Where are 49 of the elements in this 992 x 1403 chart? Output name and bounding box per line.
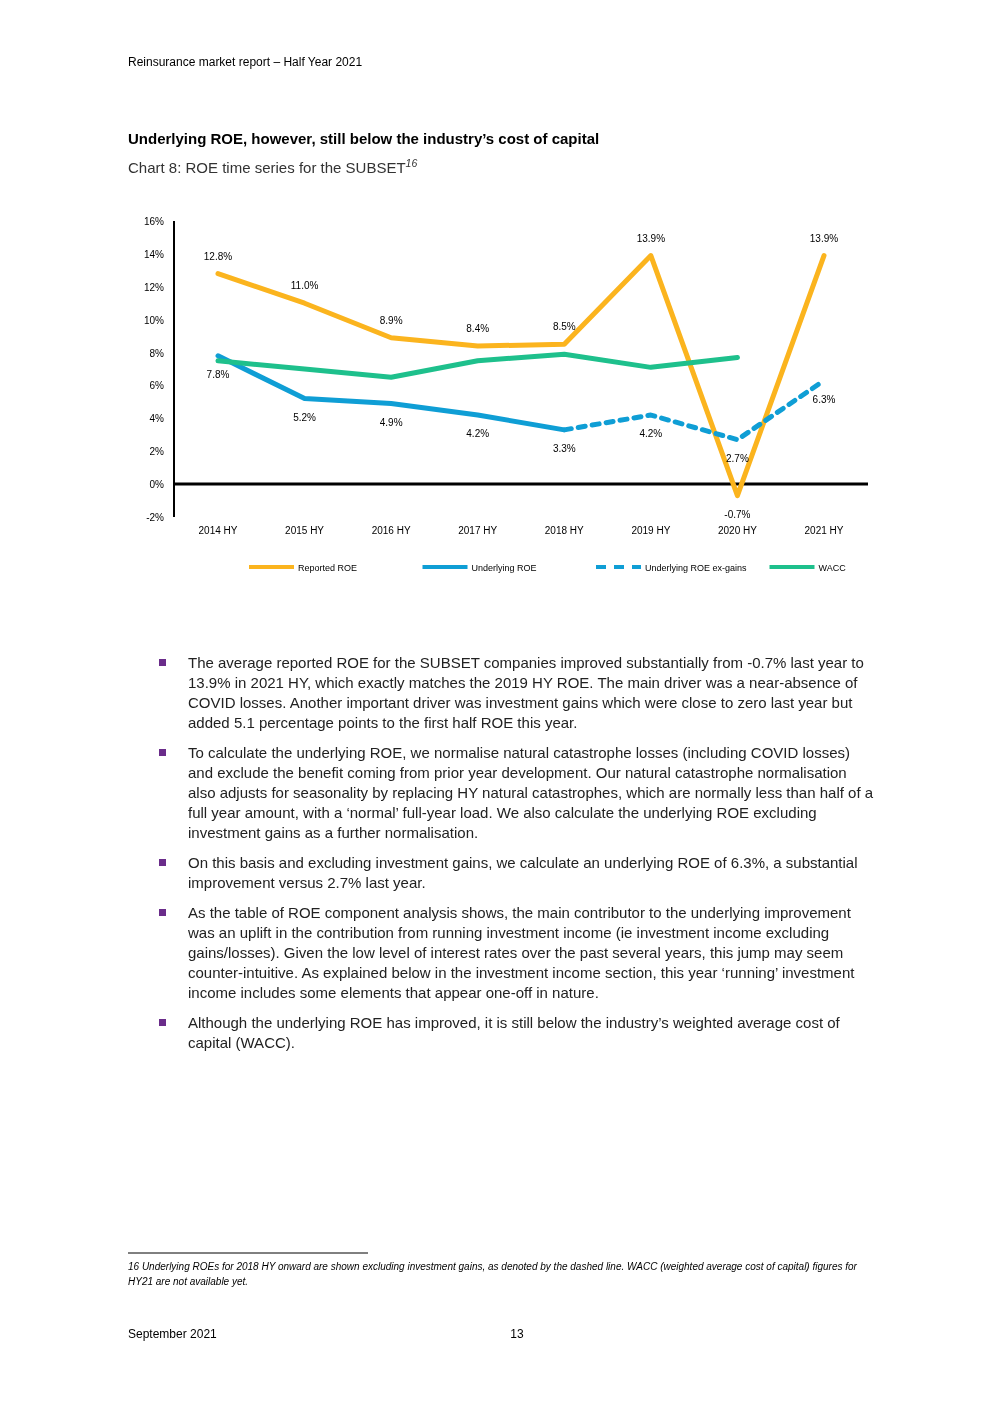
text: 13 <box>510 1327 524 1341</box>
data-label: 2.7% <box>726 452 749 464</box>
y-tick-label: 6% <box>149 380 165 392</box>
text: Reinsurance market report – Half Year 2021 <box>128 55 363 69</box>
text: On this basis and excluding investment gains, we calculate an underlying ROE of 6.3%, a substantial improvement versus 2.7% last year. <box>188 854 858 891</box>
y-tick-label: 16% <box>143 216 165 227</box>
text: Although the underlying ROE has improved, it is still below the industry’s weighted average cost of capital (WACC). <box>188 1014 841 1051</box>
data-label: 8.4% <box>466 322 490 334</box>
data-label: 8.9% <box>379 314 403 326</box>
x-tick-label: 2019 HY <box>631 525 671 536</box>
data-label: 4.2% <box>639 428 663 440</box>
x-tick-label: 2018 HY <box>544 525 585 536</box>
text: To calculate the underlying ROE, we normalise natural catastrophe losses (including COVID losses) and exclude the benefit coming from prior year development. Our natural catastrophe normalisation also adjusts for seasonality by replacing HY natural catastrophes, which are normally less than half of a full year amount, with a ‘normal’ full-year load. We also calculate the underlying ROE excluding investment gains as a further normalisation. <box>188 744 874 841</box>
y-tick-label: 4% <box>149 413 165 425</box>
legend-label: Underlying ROE <box>471 562 537 573</box>
data-label: 4.2% <box>466 428 490 440</box>
data-label: 4.9% <box>379 416 403 428</box>
x-tick-label: 2020 HY <box>717 525 758 536</box>
x-tick-label: 2021 HY <box>804 525 844 536</box>
text: The average reported ROE for the SUBSET companies improved substantially from -0.7% last year to 13.9% in 2021 HY, which exactly matches the 2019 HY ROE. The main driver was a near-absence of COVID losses. Another important driver was investment gains which were close to zero last year but added 5.1 percentage points to the first half ROE this year. <box>188 654 864 731</box>
data-label: 13.9% <box>636 232 666 244</box>
data-label: 7.8% <box>206 368 230 380</box>
y-tick-label: 8% <box>149 347 165 359</box>
legend-label: Underlying ROE ex-gains <box>645 562 748 573</box>
data-label: -0.7% <box>724 508 751 520</box>
data-label: 11.0% <box>290 280 319 292</box>
data-label: 5.2% <box>293 411 317 423</box>
y-tick-label: 2% <box>149 446 165 458</box>
legend-label: Reported ROE <box>298 562 358 573</box>
legend-label: WACC <box>818 562 847 573</box>
x-tick-label: 2017 HY <box>458 525 498 536</box>
data-label: 13.9% <box>809 232 839 244</box>
x-tick-label: 2016 HY <box>371 525 411 536</box>
data-label: 3.3% <box>552 442 576 454</box>
x-tick-label: 2014 HY <box>198 525 238 536</box>
y-tick-label: 12% <box>143 281 165 293</box>
y-tick-label: -2% <box>146 512 165 523</box>
chart-title: Underlying ROE, however, still below the industry’s cost of capital <box>128 130 600 147</box>
data-label: 12.8% <box>203 250 233 262</box>
y-tick-label: 0% <box>149 479 165 491</box>
text: September 2021 <box>128 1327 218 1341</box>
y-tick-label: 14% <box>143 248 165 260</box>
text: 16 Underlying ROEs for 2018 HY onward are shown excluding investment gains, as denoted by the dashed line. WACC (weighted average cost of capital) figures for HY21 are not available yet. <box>128 1261 858 1287</box>
text: As the table of ROE component analysis shows, the main contributor to the underlying improvement was an uplift in the contribution from running investment income (ie investment income excluding gains/losses). Given the low level of interest rates over the past several years, this jump may seem counter-intuitive. As explained below in the investment income section, this year ‘running’ investment income includes some elements that appear one-off in nature. <box>187 904 856 1001</box>
data-label: 6.3% <box>812 393 836 405</box>
data-label: 8.5% <box>552 321 576 333</box>
x-tick-label: 2015 HY <box>285 525 325 536</box>
chart-subtitle: Chart 8: ROE time series for the SUBSET$^{16}$ <box>128 157 418 176</box>
y-tick-label: 10% <box>143 314 165 326</box>
